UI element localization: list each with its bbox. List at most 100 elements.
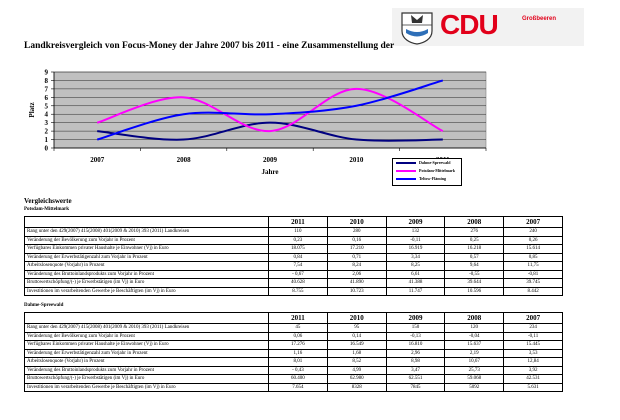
value-cell: 7.654 (268, 382, 328, 392)
legend-label: Dahme-Spreewald (419, 160, 451, 165)
value-cell: 0,85 (503, 252, 563, 262)
table-row: Bruttowertschöpfung/(-) je Erwerbstätige… (24, 278, 563, 288)
value-cell: 41.890 (326, 278, 387, 288)
value-cell: 39.644 (444, 278, 505, 288)
value-cell: 2,19 (444, 348, 505, 358)
value-cell: 8,25 (385, 261, 446, 271)
value-cell: 8,98 (385, 357, 446, 367)
value-cell: 110 (268, 227, 328, 237)
y-tick-label: 5 (45, 102, 49, 110)
y-tick-label: 4 (45, 111, 49, 119)
value-cell: 132 (385, 227, 446, 237)
y-tick-label: 2 (45, 128, 49, 136)
legend-label: Teltow-Fläming (419, 176, 446, 181)
value-cell: 95 (326, 323, 387, 333)
value-cell: 7,54 (268, 261, 328, 271)
x-axis-label: Jahre (262, 168, 279, 176)
value-cell: - 0,43 (268, 365, 328, 375)
value-cell: 16.919 (385, 244, 446, 254)
row-label: Investitionen im verarbeitenden Gewerbe … (24, 286, 269, 296)
table-row: Veränderung der Bevölkerung zum Vorjahr … (24, 235, 563, 245)
value-cell: 15.637 (444, 340, 505, 350)
table-potsdam-mittelmark: 2011 2010 2009 2008 2007 Rang unter den 429(2… (24, 216, 563, 296)
table-row: Verfügbares Einkommen privater Haushalte… (24, 244, 563, 254)
table-row: Rang unter den 429(2007) 415(2008) 401(2… (24, 323, 563, 333)
value-cell: 234 (503, 323, 563, 333)
row-label: Bruttowertschöpfung/(-) je Erwerbstätige… (24, 374, 269, 384)
value-cell: 0,84 (268, 252, 328, 262)
value-cell: 1,68 (326, 348, 387, 358)
value-cell: 3,92 (503, 365, 563, 375)
y-axis-label: Platz (28, 102, 36, 117)
table-row: Arbeitslosenquote (Vorjahr) in Prozent 8,… (24, 357, 563, 367)
y-tick-label: 7 (45, 85, 49, 93)
legend-item: Teltow-Fläming (393, 175, 461, 183)
table-title-potsdam-mittelmark: Potsdam-Mittelmark (24, 207, 69, 212)
value-cell: 15.614 (503, 244, 563, 254)
row-label: Veränderung der Bevölkerung zum Vorjahr … (24, 331, 269, 341)
value-cell: 0,26 (503, 235, 563, 245)
chart-legend: Dahme-Spreewald Potsdam-Mittelmark Teltow-… (392, 158, 462, 186)
value-cell: 5092 (444, 382, 505, 392)
row-label: Rang unter den 429(2007) 415(2008) 401(2… (24, 323, 269, 333)
y-tick-label: 3 (45, 119, 49, 127)
row-label: Arbeitslosenquote (Vorjahr) in Prozent (24, 261, 269, 271)
value-cell: 8.442 (503, 286, 563, 296)
value-cell: 8.755 (268, 286, 328, 296)
row-label: Bruttowertschöpfung/(-) je Erwerbstätige… (24, 278, 269, 288)
y-tick-label: 9 (45, 69, 49, 77)
row-label: Veränderung des Bruttoinlandsprodukts zu… (24, 365, 269, 375)
value-cell: 4,99 (326, 365, 387, 375)
x-tick-label: 2009 (263, 156, 278, 164)
value-cell: 150 (385, 323, 446, 333)
table-row: Verfügbares Einkommen privater Haushalte… (24, 340, 563, 350)
year-header: 2011 (268, 216, 328, 228)
value-cell: 3,53 (503, 348, 563, 358)
y-tick-label: 0 (45, 145, 49, 153)
table-row: Rang unter den 429(2007) 415(2008) 401(2… (24, 227, 563, 237)
value-cell: 16.810 (385, 340, 446, 350)
value-cell: 240 (503, 227, 563, 237)
table-row: Bruttowertschöpfung/(-) je Erwerbstätige… (24, 374, 563, 384)
value-cell: 45 (268, 323, 328, 333)
value-cell: 39.745 (503, 278, 563, 288)
table-row: Veränderung der Bevölkerung zum Vorjahr … (24, 331, 563, 341)
cdu-logo: CDU Großbeeren (392, 8, 584, 46)
table-row: Veränderung des Bruttoinlandsprodukts zu… (24, 365, 563, 375)
value-cell: 8,24 (326, 261, 387, 271)
legend-swatch (396, 162, 416, 164)
value-cell: -0,11 (503, 331, 563, 341)
value-cell: 2,96 (385, 348, 446, 358)
value-cell: 120 (444, 323, 505, 333)
ranking-chart-svg: 012345678920072008200920102011JahrePlatz (28, 69, 487, 176)
value-cell: 1,16 (268, 348, 328, 358)
value-cell: 280 (326, 227, 387, 237)
cdu-place-text: Großbeeren (522, 16, 557, 22)
value-cell: 0,25 (444, 235, 505, 245)
value-cell: 18.075 (268, 244, 328, 254)
row-label: Verfügbares Einkommen privater Haushalte… (24, 340, 269, 350)
header-blank-cell (24, 216, 269, 228)
row-label: Verfügbares Einkommen privater Haushalte… (24, 244, 269, 254)
row-label: Veränderung der Erwerbstätigenzahl zum V… (24, 348, 269, 358)
header-blank-cell (24, 312, 269, 324)
legend-item: Potsdam-Mittelmark (393, 167, 461, 175)
value-cell: 10.596 (444, 286, 505, 296)
table-row: Veränderung der Erwerbstätigenzahl zum V… (24, 348, 563, 358)
section-title: Vergleichswerte (24, 197, 72, 205)
value-cell: 41.388 (385, 278, 446, 288)
value-cell: 5.631 (503, 382, 563, 392)
row-label: Rang unter den 429(2007) 415(2008) 401(2… (24, 227, 269, 237)
value-cell: 8,01 (268, 357, 328, 367)
value-cell: -0,55 (444, 269, 505, 279)
page-heading: Landkreisvergleich von Focus-Money der J… (24, 41, 395, 51)
legend-swatch (396, 170, 416, 172)
ranking-chart: 012345678920072008200920102011JahrePlatz… (0, 58, 620, 198)
year-header: 2010 (326, 216, 387, 228)
year-header: 2007 (503, 312, 563, 324)
value-cell: 10,67 (444, 357, 505, 367)
year-header: 2007 (503, 216, 563, 228)
row-label: Veränderung der Erwerbstätigenzahl zum V… (24, 252, 269, 262)
value-cell: 16.549 (326, 340, 387, 350)
value-cell: - 0,67 (268, 269, 328, 279)
